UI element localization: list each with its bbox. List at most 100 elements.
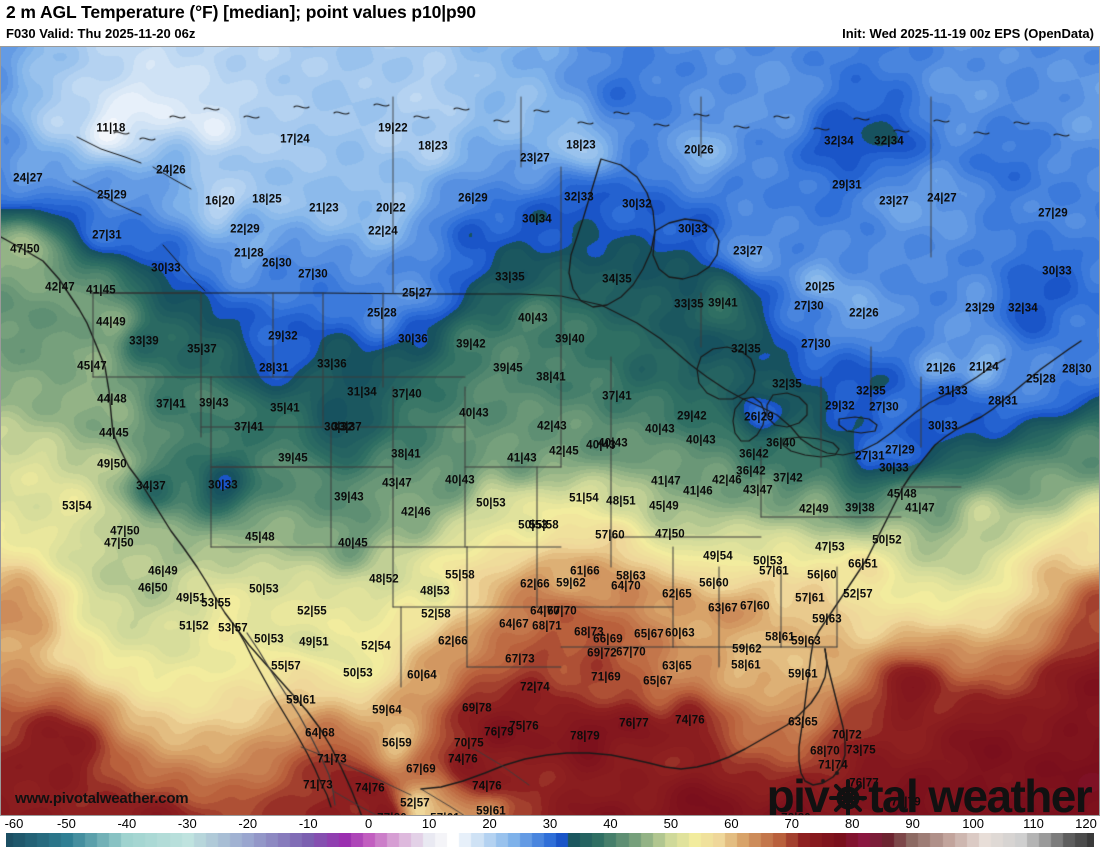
point-value: 25|29: [97, 189, 127, 202]
point-value: 32|35: [772, 378, 802, 391]
point-value: 25|27: [402, 287, 432, 300]
point-value: 74|76: [355, 782, 385, 795]
colorbar-tick: 30: [542, 816, 558, 831]
point-value: 47|50: [104, 537, 134, 550]
point-value: 37|41: [156, 398, 186, 411]
point-value: 57|61: [430, 813, 460, 815]
point-value: 74|76: [472, 780, 502, 793]
point-value: 32|34: [874, 135, 904, 148]
point-value: 40|43: [598, 437, 628, 450]
map-borders-overlay: [1, 47, 1099, 815]
point-value: 59|62: [732, 643, 762, 656]
point-value: 47|50: [110, 525, 140, 538]
point-value: 74|76: [675, 714, 705, 727]
point-value: 39|43: [334, 491, 364, 504]
point-value: 31|34: [347, 386, 377, 399]
point-value: 27|30: [298, 268, 328, 281]
point-value: 52|54: [361, 640, 391, 653]
point-value: 50|53: [343, 667, 373, 680]
point-value: 63|65: [662, 660, 692, 673]
point-value: 51|54: [569, 492, 599, 505]
point-value: 35|41: [270, 402, 300, 415]
point-value: 53|55: [201, 597, 231, 610]
point-value: 22|24: [368, 225, 398, 238]
point-value: 68|71: [532, 620, 562, 633]
point-value: 43|47: [382, 477, 412, 490]
point-value: 46|49: [148, 565, 178, 578]
point-value: 68|73: [574, 626, 604, 639]
point-value: 56|60: [807, 569, 837, 582]
colorbar-tick: -60: [4, 816, 24, 831]
point-value: 30|33: [879, 462, 909, 475]
colorbar-tick: -20: [238, 816, 258, 831]
point-value: 57|60: [595, 529, 625, 542]
point-value: 21|28: [234, 247, 264, 260]
point-value: 38|41: [391, 448, 421, 461]
point-value: 29|42: [677, 410, 707, 423]
point-value: 42|49: [799, 503, 829, 516]
colorbar-ticks: -60 -50 -40 -30 -20 -10 0 10 20 30 40 50 60 70 80 90 100…: [0, 816, 1100, 832]
colorbar-tick: 120: [1075, 816, 1097, 831]
map-viewport[interactable]: 11|18 17|24 19|22 18|23 23|27 18|23 20|26 32|34…: [0, 46, 1100, 816]
point-value: 22|26: [849, 307, 879, 320]
point-value: 66|69: [593, 633, 623, 646]
point-value: 52|57: [400, 797, 430, 810]
point-value: 53|54: [62, 500, 92, 513]
point-value: 50|53: [254, 633, 284, 646]
colorbar-tick: 60: [724, 816, 739, 831]
point-value: 27|31: [855, 450, 885, 463]
point-value: 23|29: [965, 302, 995, 315]
colorbar-tick: 20: [482, 816, 497, 831]
point-value: 71|73: [303, 779, 333, 792]
point-value: 78|80: [781, 813, 811, 815]
point-value: 24|27: [927, 192, 957, 205]
point-value: 50|53: [518, 519, 548, 532]
colorbar-region: -60 -50 -40 -30 -20 -10 0 10 20 30 40 50 60 70 80 90 100…: [0, 816, 1100, 850]
point-value: 45|48: [245, 531, 275, 544]
point-value: 32|35: [731, 343, 761, 356]
point-value: 44|45: [99, 427, 129, 440]
point-value: 27|30: [801, 338, 831, 351]
point-value: 77|79: [891, 796, 921, 809]
point-value: 23|27: [520, 152, 550, 165]
point-value: 41|45: [86, 284, 116, 297]
point-value: 36|42: [739, 448, 769, 461]
brand-watermark: piv tal weather: [767, 773, 1093, 815]
colorbar-tick: 100: [962, 816, 984, 831]
point-value: 18|25: [252, 193, 282, 206]
point-value: 69|78: [462, 702, 492, 715]
point-value: 35|37: [187, 343, 217, 356]
point-value: 33|35: [495, 271, 525, 284]
point-value: 50|53: [249, 583, 279, 596]
point-value: 59|61: [788, 668, 818, 681]
colorbar-tick: -40: [117, 816, 137, 831]
point-value: 72|74: [520, 681, 550, 694]
point-value: 24|27: [13, 172, 43, 185]
colorbar-tick: 40: [603, 816, 618, 831]
colorbar-tick: 10: [421, 816, 437, 831]
point-value: 19|22: [378, 122, 408, 135]
point-value: 37|42: [773, 472, 803, 485]
point-value: 27|30: [869, 401, 899, 414]
point-value: 25|28: [1026, 373, 1056, 386]
point-value: 44|48: [97, 393, 127, 406]
point-value: 55|58: [445, 569, 475, 582]
point-value: 24|26: [156, 164, 186, 177]
point-value: 29|32: [268, 330, 298, 343]
point-value: 22|29: [230, 223, 260, 236]
point-value: 41|43: [507, 452, 537, 465]
colorbar-tick: 110: [1023, 816, 1044, 831]
map-canvas[interactable]: 11|18 17|24 19|22 18|23 23|27 18|23 20|26 32|34…: [1, 47, 1099, 815]
point-value: 56|59: [382, 737, 412, 750]
point-value: 59|63: [791, 635, 821, 648]
point-value: 76|77: [619, 717, 649, 730]
point-value: 53|57: [218, 622, 248, 635]
point-value: 46|50: [138, 582, 168, 595]
point-value: 23|27: [879, 195, 909, 208]
point-value: 64|70: [611, 580, 641, 593]
point-value: 21|23: [309, 202, 339, 215]
point-value: 68|70: [810, 745, 840, 758]
point-value: 43|47: [743, 484, 773, 497]
point-value: 67|73: [505, 653, 535, 666]
point-value: 33|35: [674, 298, 704, 311]
